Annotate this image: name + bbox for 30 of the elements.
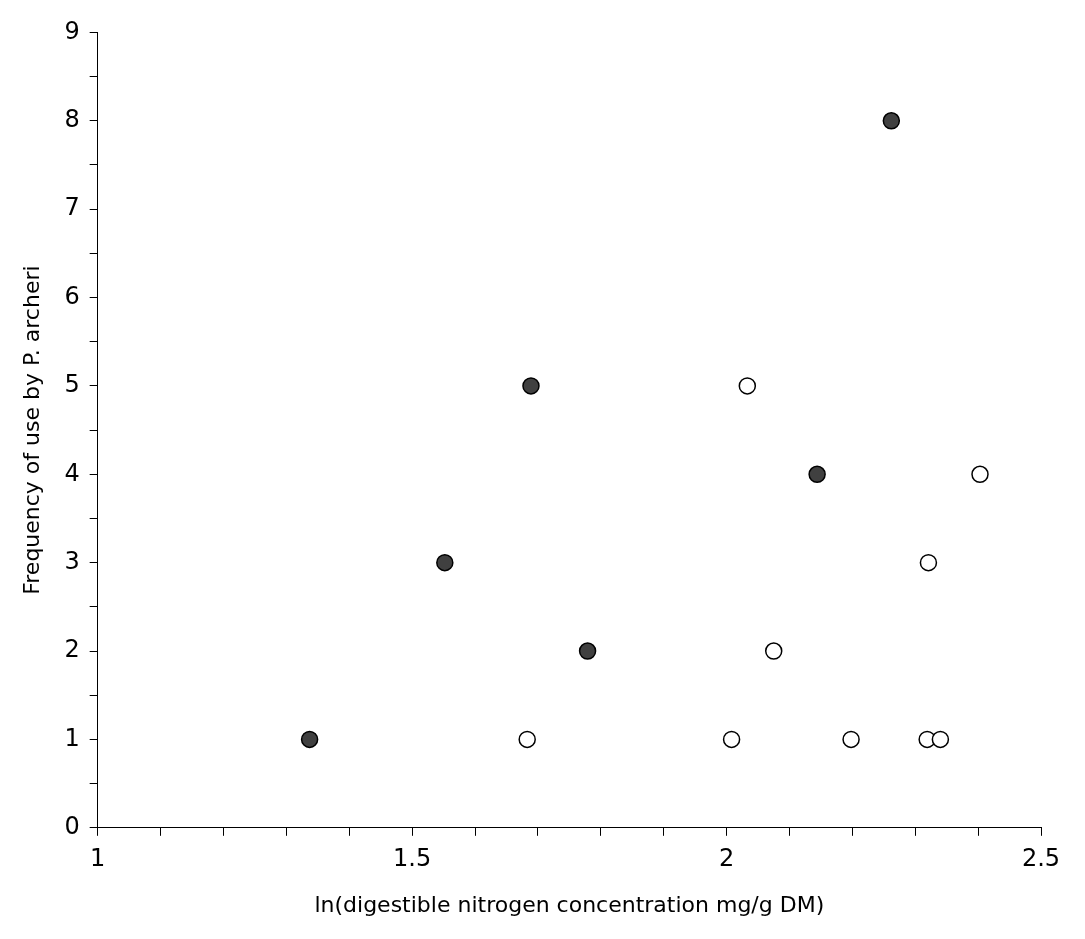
point (971, 465, 989, 484)
point (578, 642, 597, 660)
point (300, 730, 319, 749)
point (436, 553, 454, 572)
x-tick-label: 2 (718, 844, 735, 873)
point (919, 553, 938, 572)
point (522, 377, 540, 395)
point (882, 112, 901, 130)
y-tick-label: 0 (64, 812, 80, 841)
point (764, 642, 783, 660)
y-tick-label: 6 (64, 281, 80, 310)
point (931, 730, 950, 749)
y-axis-title: Frequency of use by P. archeri (18, 265, 44, 595)
point (722, 730, 741, 749)
y-tick-label: 4 (64, 458, 80, 487)
y-tick-label: 8 (64, 105, 80, 134)
point (518, 730, 536, 749)
y-tick-label: 9 (64, 16, 80, 45)
x-axis-title: ln(digestible nitrogen concentration mg/g DM) (314, 891, 825, 917)
y-tick-label: 1 (64, 723, 80, 752)
point (808, 465, 826, 484)
y-tick-label: 3 (64, 546, 80, 575)
y-tick-label: 2 (64, 635, 80, 664)
x-tick-label: 1 (90, 844, 106, 873)
point (842, 730, 860, 749)
point (738, 377, 757, 395)
y-tick-label: 7 (64, 193, 80, 222)
x-tick-label: 1.5 (393, 844, 432, 873)
y-tick-label: 5 (64, 370, 80, 399)
x-tick-label: 2.5 (1021, 844, 1061, 873)
